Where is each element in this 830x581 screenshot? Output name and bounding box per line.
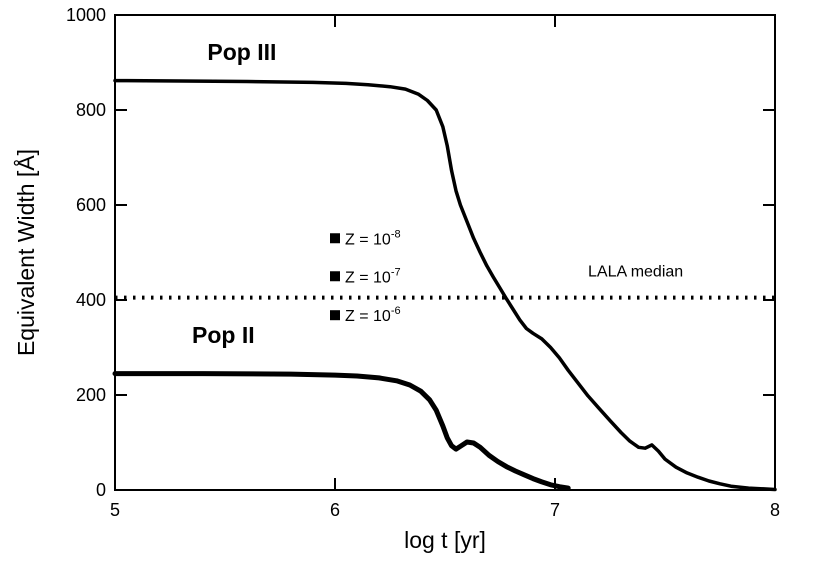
y-axis-tick-label: 400 (76, 290, 106, 310)
pop-iii-label: Pop III (207, 39, 276, 65)
legend-marker-label: Z = 10-8 (345, 228, 401, 248)
pop-ii-curve (112, 371, 571, 491)
x-axis-title: log t [yr] (404, 527, 486, 553)
x-axis-tick-label: 7 (550, 500, 560, 520)
y-axis-tick-label: 1000 (66, 5, 106, 25)
legend-marker-label: Z = 10-6 (345, 305, 401, 325)
x-axis-tick-label: 8 (770, 500, 780, 520)
metallicity-legend: Z = 10-8 Z = 10-7 Z = 10-6 (330, 228, 401, 325)
legend-marker-square (330, 310, 340, 321)
plot-border (114, 14, 776, 491)
y-axis-tick-label: 600 (76, 195, 106, 215)
lala-median-label: LALA median (588, 263, 683, 280)
legend-marker-square (330, 233, 340, 244)
x-axis-tick-label: 6 (330, 500, 340, 520)
x-axis-tick-label: 5 (110, 500, 120, 520)
legend-marker-label: Z = 10-7 (345, 266, 401, 286)
y-axis-title: Equivalent Width [Å] (12, 149, 39, 356)
legend-marker-square (330, 271, 340, 282)
pop-iii-curve (113, 78, 777, 492)
y-axis-tick-label: 800 (76, 100, 106, 120)
y-axis-tick-label: 0 (96, 480, 106, 500)
y-axis-tick-label: 200 (76, 385, 106, 405)
pop-ii-label: Pop II (192, 322, 255, 348)
